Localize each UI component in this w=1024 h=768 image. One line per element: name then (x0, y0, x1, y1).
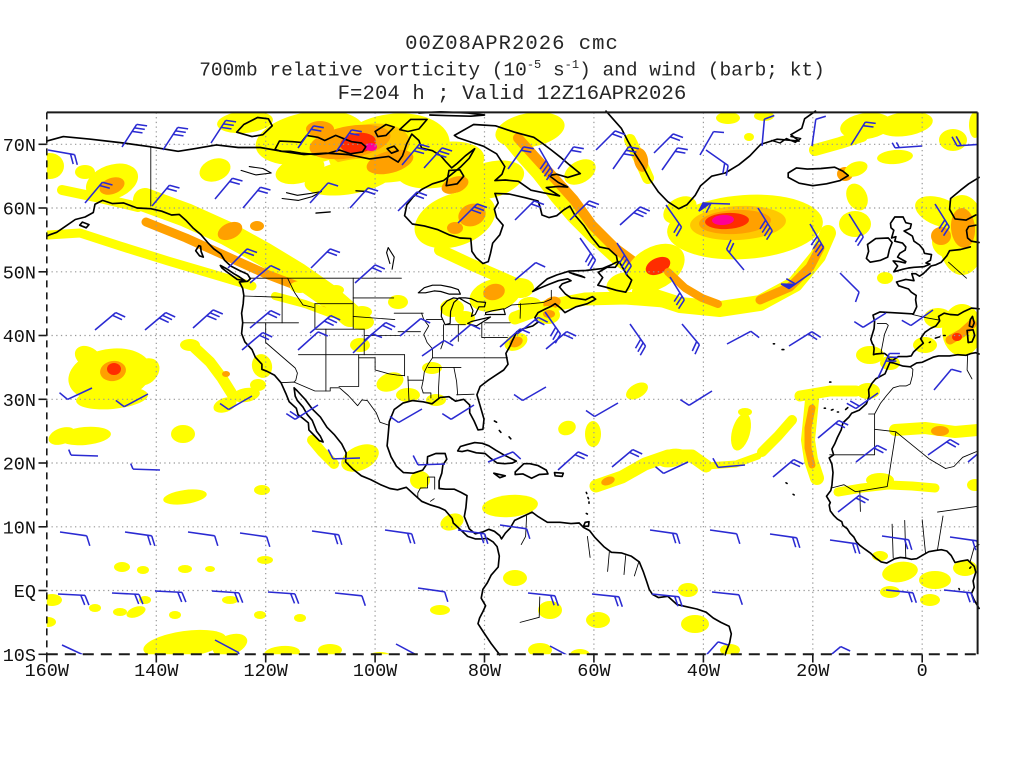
svg-text:EQ: EQ (14, 582, 36, 603)
svg-text:40W: 40W (687, 661, 721, 682)
svg-text:30N: 30N (3, 391, 36, 412)
svg-text:40N: 40N (3, 327, 36, 348)
svg-text:10N: 10N (3, 518, 36, 539)
svg-text:140W: 140W (134, 661, 179, 682)
svg-text:80W: 80W (468, 661, 502, 682)
svg-text:120W: 120W (243, 661, 288, 682)
svg-text:20W: 20W (796, 661, 830, 682)
svg-text:50N: 50N (3, 263, 36, 284)
svg-text:60N: 60N (3, 200, 36, 221)
svg-text:0: 0 (917, 661, 928, 682)
svg-text:70N: 70N (3, 136, 36, 157)
svg-text:10S: 10S (3, 646, 36, 667)
svg-text:20N: 20N (3, 455, 36, 476)
svg-text:100W: 100W (353, 661, 398, 682)
svg-text:160W: 160W (25, 661, 70, 682)
svg-text:60W: 60W (577, 661, 611, 682)
